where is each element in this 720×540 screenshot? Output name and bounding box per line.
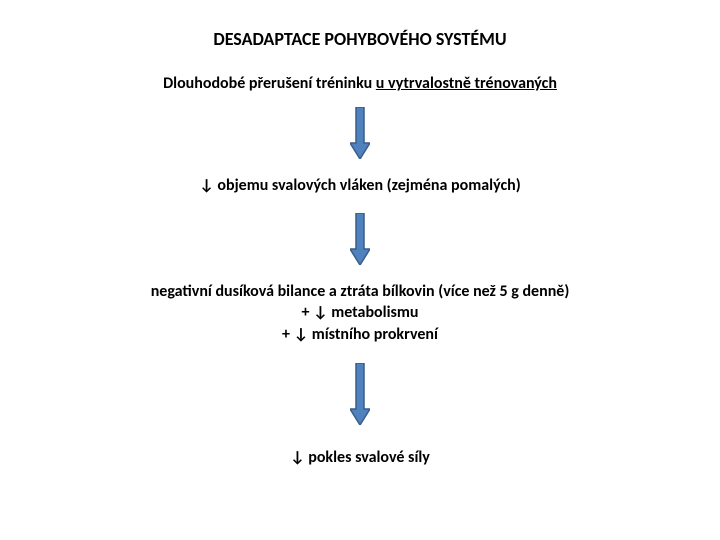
down-arrow-icon	[350, 363, 370, 425]
subtitle-prefix: Dlouhodobé přerušení tréninku	[163, 74, 376, 93]
slide-subtitle: Dlouhodobé přerušení tréninku u vytrvalo…	[163, 74, 557, 93]
slide-container: DESADAPTACE POHYBOVÉHO SYSTÉMU Dlouhodob…	[0, 0, 720, 540]
step-3-text: ↓ pokles svalové síly	[290, 447, 430, 469]
step-2-line-2: + ↓ metabolismu	[151, 302, 570, 324]
step-2-block: negativní dusíková bilance a ztráta bílk…	[151, 281, 570, 346]
down-arrow-icon	[350, 213, 370, 265]
step-2-line-1: negativní dusíková bilance a ztráta bílk…	[151, 281, 570, 303]
subtitle-underlined: u vytrvalostně trénovaných	[376, 74, 557, 93]
slide-title: DESADAPTACE POHYBOVÉHO SYSTÉMU	[213, 28, 506, 50]
step-2-line-3: + ↓ místního prokrvení	[151, 324, 570, 346]
arrow-1	[350, 107, 370, 159]
arrow-3	[350, 363, 370, 425]
arrow-2	[350, 213, 370, 265]
down-arrow-icon	[350, 107, 370, 159]
step-1-text: ↓ objemu svalových vláken (zejména pomal…	[199, 175, 520, 197]
